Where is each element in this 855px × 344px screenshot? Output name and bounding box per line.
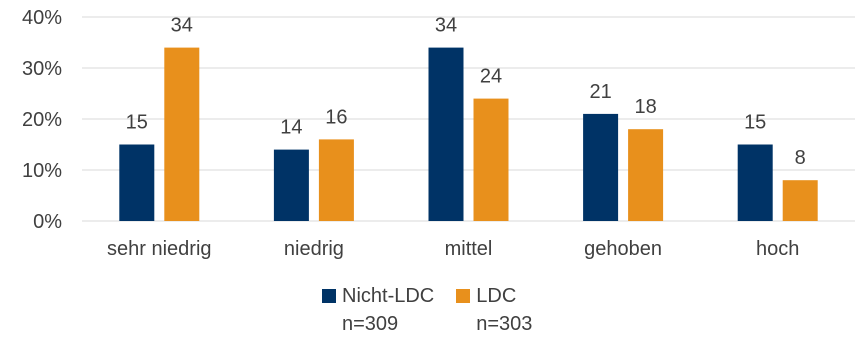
legend-label-ldc: LDC [476, 285, 517, 307]
data-label: 34 [171, 15, 193, 37]
x-tick-label: gehoben [584, 238, 662, 260]
legend: Nicht-LDC n=309 LDC n=303 [322, 282, 532, 338]
legend-swatch-nicht-ldc [322, 289, 336, 303]
legend-n-ldc: n=303 [476, 313, 533, 335]
y-tick-label: 0% [33, 211, 62, 233]
data-label: 15 [744, 112, 766, 134]
bar-ldc [628, 129, 664, 221]
data-label: 34 [435, 15, 457, 37]
data-label: 18 [634, 96, 656, 118]
bar-nicht-ldc [428, 47, 464, 221]
bar-ldc [164, 47, 200, 221]
legend-item-nicht-ldc: Nicht-LDC n=309 [322, 282, 434, 338]
x-tick-label: sehr niedrig [107, 238, 212, 260]
y-tick-label: 30% [22, 58, 62, 80]
x-tick-label: niedrig [284, 238, 344, 260]
legend-n-nicht-ldc: n=309 [342, 313, 399, 335]
data-label: 16 [325, 106, 347, 128]
bar-nicht-ldc [119, 144, 155, 221]
bar-nicht-ldc [737, 144, 773, 221]
legend-swatch-ldc [456, 289, 471, 303]
data-label: 24 [480, 66, 502, 88]
bar-ldc [782, 180, 818, 221]
bar-nicht-ldc [583, 113, 619, 221]
data-label: 8 [795, 147, 806, 169]
x-tick-label: mittel [445, 238, 493, 260]
legend-label-nicht-ldc: Nicht-LDC [342, 285, 435, 307]
bar-chart: 0% 10% 20% 30% 40% 15 34 sehr niedrig 14 16 niedri… [22, 7, 855, 260]
bar-ldc [473, 98, 509, 221]
data-label: 14 [280, 117, 302, 139]
legend-item-ldc: LDC n=303 [456, 282, 532, 338]
bar-ldc [318, 139, 354, 221]
y-tick-label: 40% [22, 7, 62, 29]
y-tick-label: 20% [22, 109, 62, 131]
data-label: 21 [589, 81, 611, 103]
x-tick-label: hoch [756, 238, 799, 260]
y-tick-label: 10% [22, 160, 62, 182]
data-label: 15 [126, 112, 148, 134]
bar-nicht-ldc [273, 149, 309, 221]
